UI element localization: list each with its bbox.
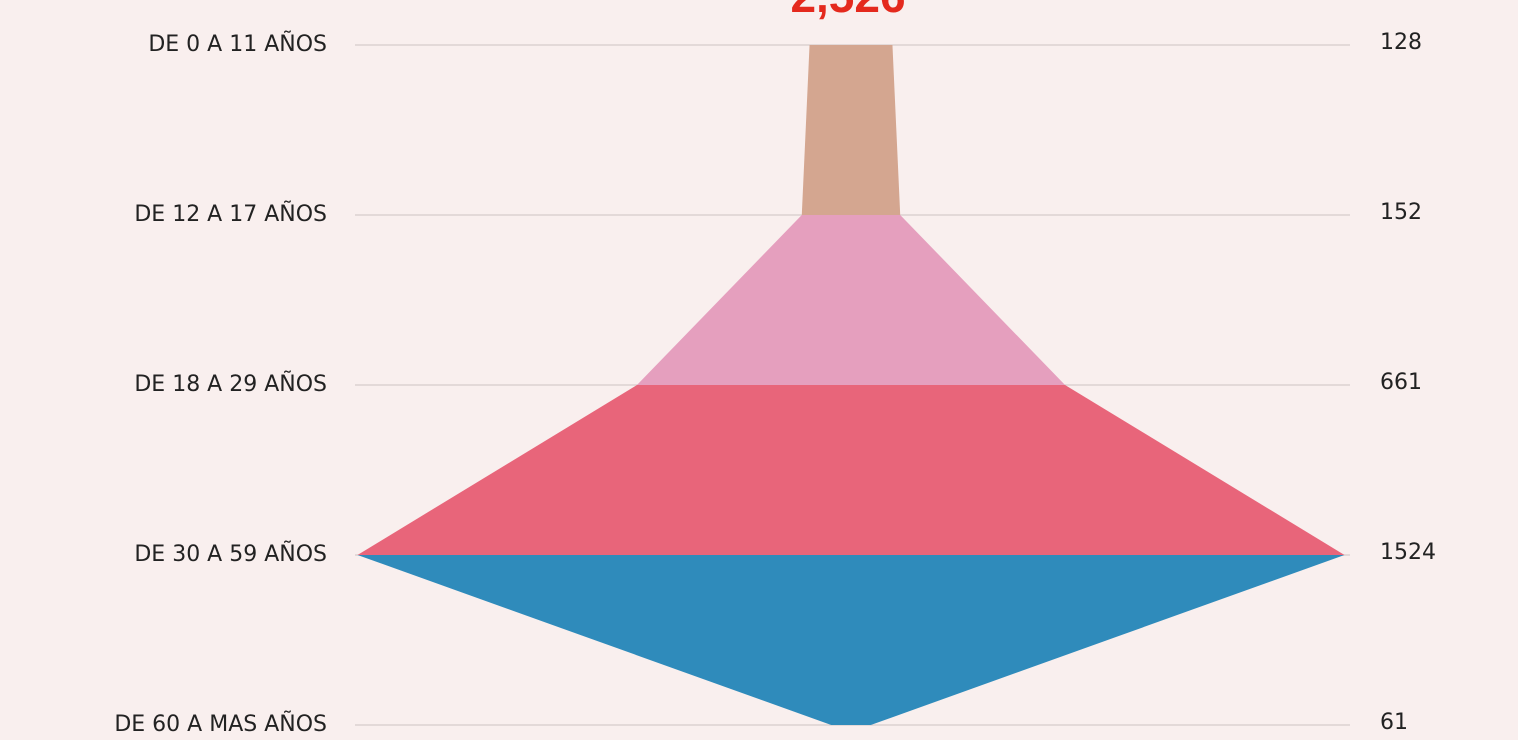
category-label: DE 0 A 11 AÑOS bbox=[148, 30, 327, 57]
category-label: DE 12 A 17 AÑOS bbox=[134, 200, 327, 227]
value-label: 1524 bbox=[1380, 540, 1436, 565]
category-label: DE 18 A 29 AÑOS bbox=[134, 370, 327, 397]
category-label: DE 30 A 59 AÑOS bbox=[134, 540, 327, 567]
chart-title: 2,526 bbox=[790, 0, 905, 22]
value-label: 128 bbox=[1380, 30, 1422, 55]
category-label: DE 60 A MAS AÑOS bbox=[114, 710, 327, 737]
value-label: 152 bbox=[1380, 200, 1422, 225]
funnel-segment bbox=[357, 385, 1345, 555]
funnel-segment bbox=[801, 45, 901, 215]
funnel-segment bbox=[357, 555, 1345, 725]
funnel-segment bbox=[636, 215, 1066, 385]
value-label: 61 bbox=[1380, 710, 1408, 735]
value-label: 661 bbox=[1380, 370, 1422, 395]
